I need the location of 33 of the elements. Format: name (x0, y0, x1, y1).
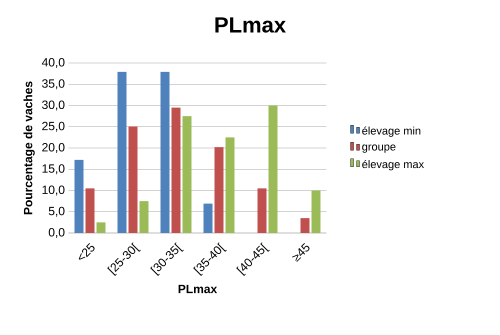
legend-label: élevage min (362, 126, 420, 137)
legend-label: élevage max (362, 160, 424, 170)
bar (182, 116, 192, 233)
bar (312, 190, 321, 233)
y-tick-label: 30,0 (42, 100, 65, 110)
bar (86, 188, 95, 233)
bar (214, 147, 224, 233)
bar (128, 126, 138, 233)
y-tick-label: 0,0 (48, 228, 65, 238)
y-axis-title: Pourcentage de vaches (24, 81, 35, 214)
bar (160, 72, 170, 233)
y-tick-label: 40,0 (42, 58, 65, 68)
x-tick-label: <25 (78, 243, 95, 260)
y-tick-label: 10,0 (42, 186, 65, 196)
y-tick-label: 15,0 (42, 164, 65, 174)
bar (258, 188, 266, 233)
bar (226, 137, 234, 233)
x-axis-title: PLmax (178, 284, 218, 294)
bar (74, 160, 84, 233)
bar (140, 201, 148, 233)
y-tick-label: 5,0 (48, 206, 65, 217)
chart-title: PLmax (215, 17, 286, 33)
x-tick-label: ≥45 (292, 242, 310, 262)
y-tick-label: 35,0 (42, 79, 65, 90)
bar (118, 72, 126, 233)
bar (300, 218, 310, 233)
y-tick-label: 25,0 (42, 122, 65, 132)
bar (96, 222, 106, 233)
y-tick-label: 20,0 (42, 143, 65, 153)
legend-label: groupe (362, 144, 396, 153)
bar (172, 108, 181, 233)
bar (204, 204, 212, 233)
bar (268, 106, 278, 233)
